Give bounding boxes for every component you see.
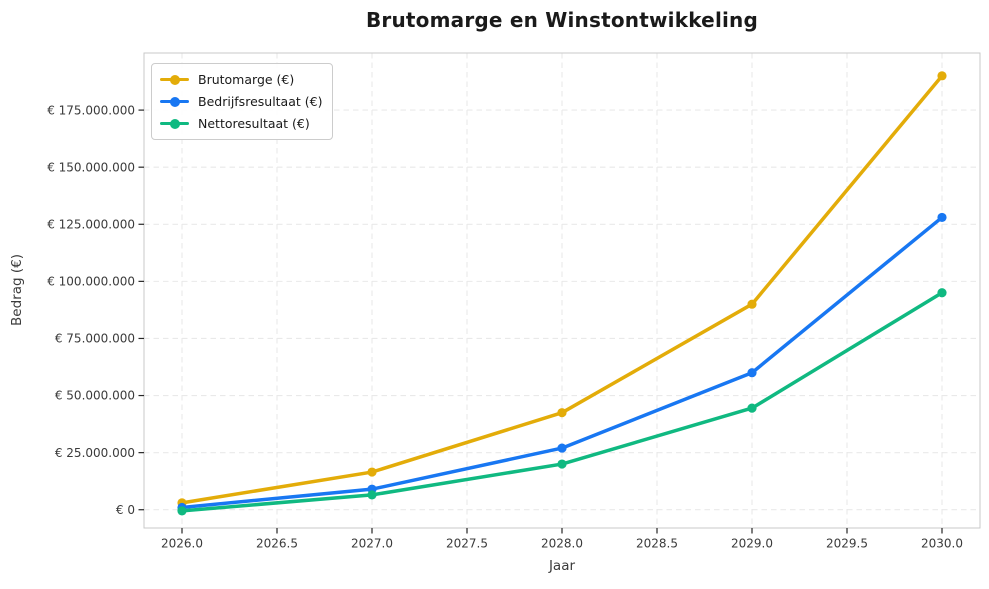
legend-label: Nettoresultaat (€): [198, 116, 310, 131]
y-axis-label: Bedrag (€): [9, 254, 25, 326]
legend-line-marker-icon: [160, 95, 189, 108]
y-tick-label: € 150.000.000: [47, 160, 135, 174]
legend: Brutomarge (€) Bedrijfsresultaat (€) Netto…: [151, 63, 334, 140]
x-axis-label: Jaar: [548, 558, 576, 574]
x-tick-label: 2026.0: [161, 537, 203, 551]
legend-swatch-dot: [169, 118, 180, 129]
y-tick-label: € 125.000.000: [47, 217, 135, 231]
series-marker: [747, 299, 757, 309]
series-marker: [177, 506, 187, 516]
y-tick-label: € 175.000.000: [47, 103, 135, 117]
legend-swatch-dot: [169, 74, 180, 85]
series-line-nettoresultaat: [180, 291, 944, 513]
chart-title: Brutomarge en Winstontwikkeling: [365, 8, 759, 32]
y-tick-label: € 50.000.000: [55, 389, 135, 403]
x-tick-label: 2028.0: [541, 537, 583, 551]
x-tick-label: 2029.0: [731, 537, 773, 551]
legend-label: Bedrijfsresultaat (€): [198, 94, 323, 109]
x-tick-label: 2026.5: [256, 537, 298, 551]
y-tick-label: € 0: [116, 503, 135, 517]
series-marker: [747, 403, 757, 413]
series-marker: [937, 288, 947, 298]
series-marker: [367, 490, 377, 500]
x-tick-label: 2030.0: [921, 537, 963, 551]
y-tick-label: € 75.000.000: [55, 332, 135, 346]
x-tick-label: 2027.0: [351, 537, 393, 551]
legend-item: Brutomarge (€): [160, 70, 322, 89]
series-marker: [747, 368, 757, 378]
legend-line-marker-icon: [160, 117, 189, 130]
x-tick-label: 2028.5: [636, 537, 678, 551]
legend-label: Brutomarge (€): [198, 72, 295, 87]
series-marker: [367, 467, 377, 477]
series-marker: [937, 212, 947, 223]
legend-item: Nettoresultaat (€): [160, 114, 322, 133]
series-marker: [937, 71, 947, 81]
legend-line-marker-icon: [160, 73, 189, 86]
x-tick-label: 2027.5: [446, 537, 488, 551]
y-tick-label: € 100.000.000: [47, 275, 135, 289]
legend-swatch-dot: [169, 96, 180, 107]
series-marker: [557, 459, 567, 469]
y-tick-label: € 25.000.000: [55, 446, 135, 460]
x-tick-label: 2029.5: [826, 537, 868, 551]
series-marker: [557, 408, 567, 418]
series-marker: [557, 443, 567, 453]
legend-item: Bedrijfsresultaat (€): [160, 92, 322, 111]
